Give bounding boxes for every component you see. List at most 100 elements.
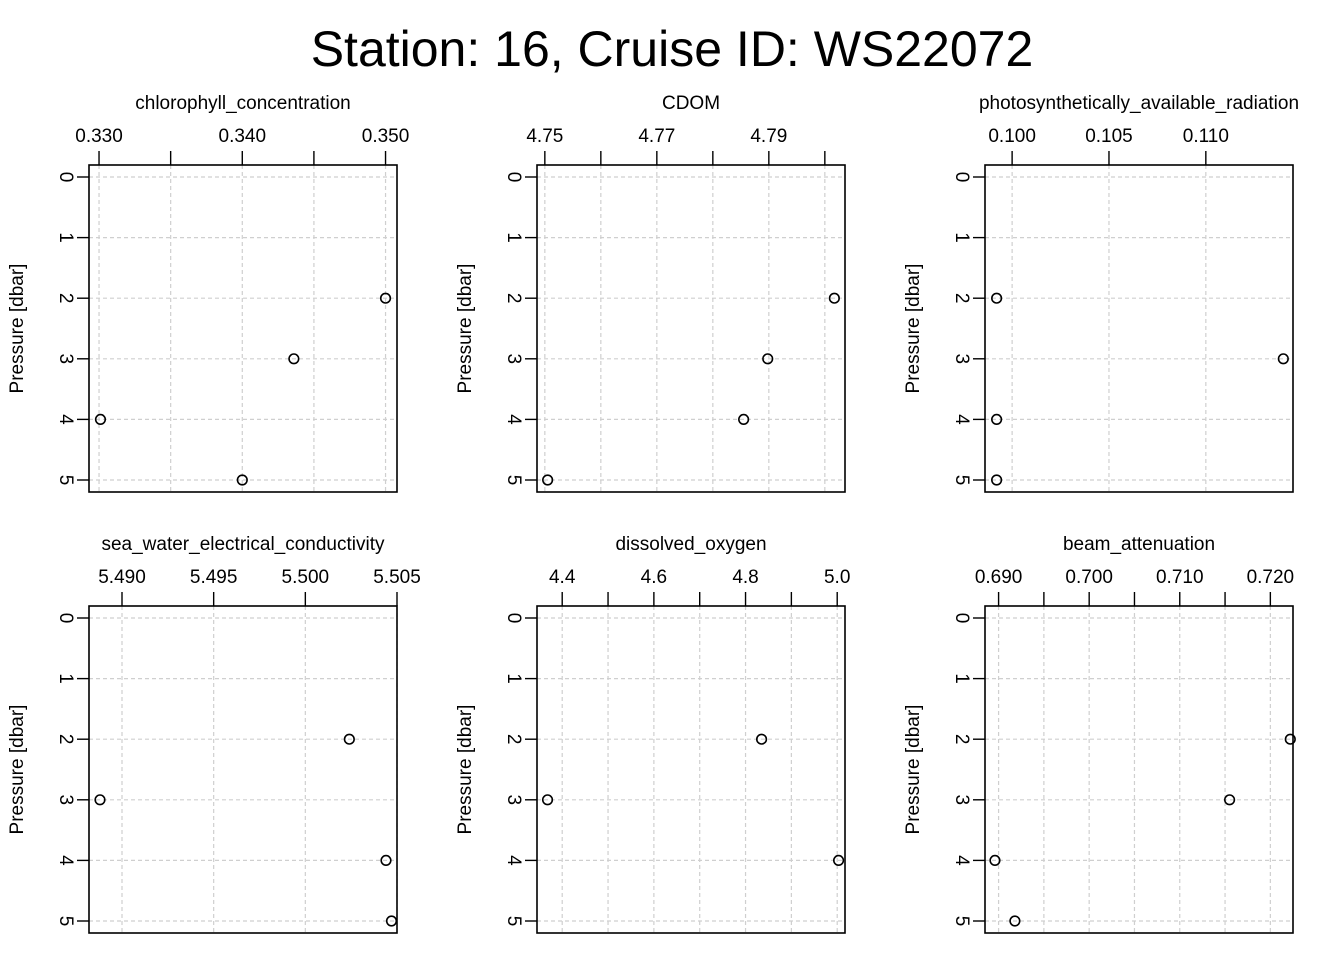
y-tick-label: 3 [55, 354, 76, 365]
y-tick-label: 2 [55, 734, 76, 745]
y-tick-label: 1 [503, 232, 524, 243]
plot-frame [984, 605, 1294, 934]
x-tick-label: 5.490 [98, 567, 146, 588]
x-tick-label: 0.720 [1247, 567, 1295, 588]
y-tick-label: 3 [951, 354, 972, 365]
data-point [991, 292, 1003, 304]
x-tick-label: 0.700 [1065, 567, 1113, 588]
x-tick-label: 4.79 [750, 126, 787, 147]
data-point [94, 413, 107, 426]
y-tick-label: 3 [503, 354, 524, 365]
panel-4: 5.490 5.495 5.500 5.505 0 1 2 3 4 5 sea_water_elec… [7, 534, 421, 934]
x-tick-label: 0.710 [1156, 567, 1204, 588]
panel-title: dissolved_oxygen [615, 534, 766, 555]
data-point [828, 292, 840, 304]
y-tick-label: 4 [55, 414, 76, 425]
data-point [542, 474, 554, 486]
y-tick-label: 5 [55, 475, 76, 486]
data-point [288, 353, 300, 365]
x-tick-label: 0.100 [988, 126, 1036, 147]
y-tick-label: 0 [951, 172, 972, 183]
y-tick-label: 4 [55, 855, 76, 866]
panel-6: 0.690 0.700 0.710 0.720 0 1 2 3 4 5 beam_attenuati… [903, 534, 1296, 934]
data-point [343, 733, 355, 745]
y-tick-label: 0 [951, 613, 972, 624]
x-tick-label: 0.110 [1183, 126, 1229, 147]
x-tick-label: 4.77 [638, 126, 675, 147]
data-point [236, 474, 248, 486]
x-tick-label: 4.75 [526, 126, 563, 147]
y-tick-label: 5 [951, 916, 972, 927]
x-tick-label: 0.350 [362, 126, 410, 147]
data-point [755, 733, 768, 745]
plot-frame [88, 164, 398, 493]
data-point [1223, 794, 1236, 806]
panel-title: chlorophyll_concentration [135, 93, 350, 114]
y-axis-label: Pressure [dbar] [903, 705, 924, 835]
data-point [385, 915, 398, 927]
y-tick-label: 1 [503, 673, 524, 684]
data-point [379, 292, 392, 304]
y-tick-label: 4 [951, 855, 972, 866]
x-tick-label: 4.6 [641, 567, 667, 588]
y-tick-label: 5 [503, 916, 524, 927]
y-tick-label: 5 [55, 916, 76, 927]
y-tick-label: 2 [503, 734, 524, 745]
panel-1: 0.330 0.340 0.350 0 1 2 3 4 5 chlorophyll_concent… [7, 93, 410, 493]
data-point [1009, 915, 1021, 927]
plot-frame [536, 164, 846, 493]
x-tick-label: 0.105 [1085, 126, 1133, 147]
x-tick-label: 0.330 [75, 126, 123, 147]
y-tick-label: 2 [951, 293, 972, 304]
x-tick-label: 5.500 [282, 567, 330, 588]
plot-frame [88, 605, 398, 934]
x-tick-label: 5.495 [190, 567, 238, 588]
y-tick-label: 2 [55, 293, 76, 304]
y-axis-label: Pressure [dbar] [7, 264, 28, 394]
panel-2: 4.75 4.77 4.79 0 1 2 3 4 5 CDOM Pressure [dbar] [455, 93, 846, 493]
panel-title: beam_attenuation [1063, 534, 1215, 555]
y-axis-label: Pressure [dbar] [455, 264, 476, 394]
x-tick-label: 0.340 [219, 126, 267, 147]
x-tick-label: 4.8 [732, 567, 758, 588]
panel-title: sea_water_electrical_conductivity [101, 534, 385, 555]
data-point [989, 854, 1001, 867]
y-axis-label: Pressure [dbar] [455, 705, 476, 835]
y-axis-label: Pressure [dbar] [7, 705, 28, 835]
y-tick-label: 1 [951, 673, 972, 684]
x-tick-label: 5.505 [373, 567, 421, 588]
data-point [94, 794, 106, 806]
y-tick-label: 5 [503, 475, 524, 486]
data-point [1284, 733, 1296, 745]
y-tick-label: 1 [55, 673, 76, 684]
data-point [832, 854, 845, 867]
y-tick-label: 2 [503, 293, 524, 304]
data-point [991, 413, 1003, 426]
y-tick-label: 4 [503, 414, 524, 425]
y-tick-label: 3 [951, 795, 972, 806]
y-tick-label: 1 [951, 232, 972, 243]
data-point [738, 413, 750, 426]
data-point [991, 474, 1003, 486]
x-tick-label: 4.4 [549, 567, 576, 588]
y-tick-label: 4 [503, 855, 524, 866]
panel-5: 4.4 4.6 4.8 5.0 0 1 2 3 4 5 dissolved_oxygen Pressu… [455, 534, 850, 934]
y-tick-label: 2 [951, 734, 972, 745]
panel-3: 0.100 0.105 0.110 0 1 2 3 4 5 photosynthetically_… [903, 93, 1299, 493]
y-axis-label: Pressure [dbar] [903, 264, 924, 394]
x-tick-label: 5.0 [824, 567, 850, 588]
y-tick-label: 0 [55, 613, 76, 624]
y-tick-label: 3 [503, 795, 524, 806]
page-title: Station: 16, Cruise ID: WS22072 [310, 21, 1034, 77]
data-point [541, 794, 554, 806]
y-tick-label: 0 [503, 172, 524, 183]
data-point [1277, 353, 1289, 365]
data-point [380, 854, 392, 867]
plot-frame [536, 605, 846, 934]
y-tick-label: 1 [55, 232, 76, 243]
panel-title: CDOM [662, 93, 720, 114]
x-tick-label: 0.690 [975, 567, 1023, 588]
y-tick-label: 0 [55, 172, 76, 183]
data-point [762, 353, 774, 365]
